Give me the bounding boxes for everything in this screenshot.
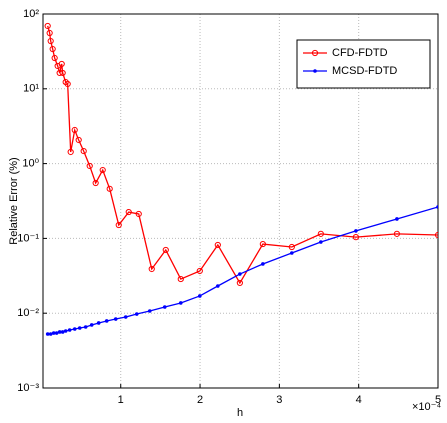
data-point [198, 294, 202, 298]
data-point [92, 179, 99, 187]
data-point [60, 330, 65, 334]
data-point [44, 22, 51, 30]
y-tick-label: 10⁻³ [17, 382, 39, 394]
x-tick-label: 2 [197, 394, 203, 406]
data-point [51, 54, 58, 62]
data-point [96, 321, 101, 325]
data-point [89, 323, 94, 327]
data-point [135, 210, 142, 218]
data-point [62, 78, 69, 86]
data-point [238, 272, 242, 276]
data-point [67, 148, 74, 156]
data-point [49, 45, 56, 53]
data-point [56, 69, 63, 77]
data-point [106, 185, 113, 192]
data-point [45, 332, 50, 336]
data-point [64, 80, 71, 88]
data-point [123, 315, 128, 319]
y-tick-label: 10¹ [23, 83, 39, 95]
data-point [393, 230, 401, 237]
data-point [77, 326, 82, 330]
plot-frame [42, 13, 439, 389]
data-point [54, 331, 59, 335]
data-point [48, 332, 53, 336]
x-tick-label: 1 [118, 394, 124, 406]
data-point [162, 246, 169, 254]
data-point [71, 126, 78, 134]
data-point [354, 229, 358, 233]
data-point [148, 265, 155, 273]
data-point [59, 69, 66, 77]
data-point [147, 309, 152, 313]
legend-label: MCSD-FDTD [332, 65, 397, 77]
legend-marker [311, 49, 319, 57]
data-point [67, 328, 72, 332]
data-point [436, 205, 438, 209]
data-point [75, 136, 82, 144]
data-point [46, 29, 53, 37]
data-point [214, 241, 221, 249]
data-point [259, 240, 266, 248]
data-point [47, 37, 54, 45]
data-point [72, 327, 77, 331]
legend-box [296, 39, 431, 89]
data-point [134, 312, 139, 316]
data-point [196, 267, 203, 275]
y-tick-label: 10⁰ [22, 158, 39, 170]
data-point [99, 166, 106, 174]
data-point [317, 230, 324, 237]
data-point [236, 279, 243, 287]
legend-label: CFD-FDTD [332, 47, 388, 59]
y-tick-label: 10⁻² [17, 307, 39, 319]
data-point [58, 60, 65, 68]
data-point [125, 208, 132, 216]
x-tick-label: 4 [356, 394, 362, 406]
data-point [434, 231, 438, 239]
data-point [83, 325, 88, 329]
plot-area [44, 22, 438, 336]
data-point [395, 217, 399, 221]
legend-marker [313, 69, 317, 73]
data-point [63, 329, 68, 333]
y-axis-label: Relative Error (%) [8, 157, 20, 244]
data-point [115, 221, 122, 229]
data-point [104, 319, 109, 323]
data-point [319, 240, 323, 244]
x-multiplier: ×10⁻⁴ [412, 401, 441, 413]
y-tick-label: 10⁻¹ [17, 232, 39, 244]
y-tick-label: 10² [23, 8, 39, 20]
data-point [86, 162, 93, 170]
data-point [216, 284, 220, 288]
data-point [51, 331, 56, 335]
data-point [80, 147, 87, 155]
data-point [290, 251, 294, 255]
data-point [178, 301, 183, 305]
x-tick-label: 5 [435, 394, 441, 406]
x-tick-label: 3 [276, 394, 282, 406]
data-point [177, 275, 184, 283]
data-point [261, 262, 265, 266]
data-point [57, 330, 62, 334]
data-point [113, 317, 118, 321]
series-line [47, 25, 438, 285]
data-point [162, 305, 167, 309]
x-axis-label: h [237, 407, 243, 419]
data-point [352, 234, 360, 241]
data-point [288, 243, 295, 251]
